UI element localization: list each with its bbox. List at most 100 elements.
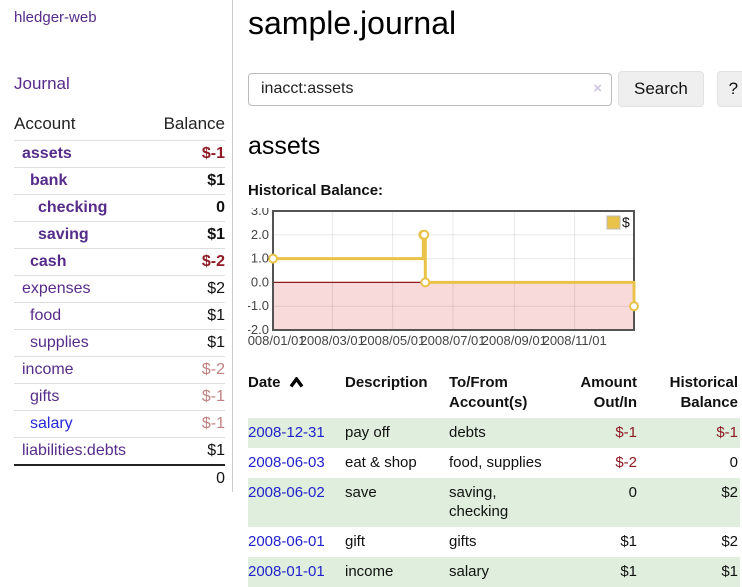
chart-x-tick-label: 2008/07/01 <box>420 333 485 348</box>
account-link-expenses[interactable]: expenses <box>22 280 91 297</box>
transaction-balance: $-1 <box>716 424 738 441</box>
chart-y-tick-label: 3.0 <box>251 208 269 218</box>
account-row: expenses $2 <box>14 275 225 303</box>
account-balance: $1 <box>150 302 225 330</box>
account-link-checking[interactable]: checking <box>38 199 108 216</box>
chart-y-tick-label: 1.0 <box>251 251 269 266</box>
register-table: Date Description To/From Account(s) Amou… <box>248 371 740 587</box>
help-button[interactable]: ? <box>716 71 742 107</box>
transaction-accounts: salary <box>449 563 490 580</box>
chart-data-point <box>419 229 430 240</box>
account-balance: $-1 <box>150 383 225 411</box>
chart-x-tick-label: 2008/05/01 <box>360 333 425 348</box>
transaction-amount: $1 <box>620 563 637 580</box>
account-row: assets $-1 <box>14 140 225 168</box>
balance-chart: 3.0 2.0 1.0 0.0 -1.0 -2.02008/01/012008/03/01… <box>240 203 642 350</box>
amount-column-header: Amount Out/In <box>580 374 637 411</box>
account-row: food $1 <box>14 302 225 330</box>
transaction-date-link[interactable]: 2008-01-01 <box>248 563 325 580</box>
transaction-amount: $-2 <box>615 454 637 471</box>
account-balance: $1 <box>150 221 225 249</box>
transaction-date-link[interactable]: 2008-06-02 <box>248 484 325 501</box>
account-column-header: Account <box>14 114 76 133</box>
account-row: cash $-2 <box>14 248 225 276</box>
account-link-liabilities-debts[interactable]: liabilities:debts <box>22 442 127 459</box>
accounts-total-row: 0 <box>14 464 225 492</box>
chart-heading: Historical Balance: <box>248 182 384 199</box>
chart-negative-region <box>273 282 634 330</box>
accounts-column-header: To/From Account(s) <box>449 374 528 411</box>
date-column-header[interactable]: Date <box>248 371 345 418</box>
account-link-food[interactable]: food <box>30 307 62 324</box>
search-input[interactable] <box>248 72 612 106</box>
account-balance: $2 <box>150 275 225 303</box>
register-row: 2008-06-01 gift gifts $1 $2 <box>248 527 740 557</box>
transaction-date-link[interactable]: 2008-06-03 <box>248 454 325 471</box>
balance-column-header: Balance <box>163 114 225 133</box>
account-link-gifts[interactable]: gifts <box>30 388 60 405</box>
register-row: 2008-06-02 save saving, checking 0 $2 <box>248 478 740 527</box>
chart-legend-swatch <box>606 215 621 230</box>
account-link-salary[interactable]: salary <box>30 415 73 432</box>
transaction-description: eat & shop <box>345 454 417 471</box>
page-title: sample.journal <box>248 5 457 41</box>
transaction-description: save <box>345 484 377 501</box>
chart-data-point <box>629 301 639 312</box>
search-form: × Search ? <box>248 71 742 107</box>
account-balance: $1 <box>150 437 225 465</box>
transaction-date-link[interactable]: 2008-06-01 <box>248 533 325 550</box>
sidebar: hledger-web Journal Account Balance asse… <box>0 0 233 492</box>
transaction-balance: 0 <box>729 454 738 471</box>
account-balance: $-1 <box>150 410 225 438</box>
balance-column-header-register: Historical Balance <box>669 374 738 411</box>
transaction-description: income <box>345 563 394 580</box>
account-link-assets[interactable]: assets <box>22 145 72 162</box>
account-row: supplies $1 <box>14 329 225 357</box>
transaction-amount: 0 <box>628 484 637 501</box>
account-row: saving $1 <box>14 221 225 249</box>
account-link-supplies[interactable]: supplies <box>30 334 89 351</box>
account-heading: assets <box>248 132 321 160</box>
chart-x-tick-label: 2008/03/01 <box>300 333 365 348</box>
chart-data-point <box>268 253 278 264</box>
sidebar-item-journal[interactable]: Journal <box>14 74 70 93</box>
app-title-link[interactable]: hledger-web <box>14 9 97 26</box>
account-balance: $1 <box>150 167 225 195</box>
chart-data-point <box>420 277 431 288</box>
account-row: liabilities:debts $1 <box>14 437 225 465</box>
chart-y-tick-label: 0.0 <box>251 274 269 289</box>
accounts-balance-table: Account Balance assets $-1 bank $1 checking 0… <box>14 111 225 492</box>
account-link-cash[interactable]: cash <box>30 253 67 270</box>
account-row: bank $1 <box>14 167 225 195</box>
transaction-description: pay off <box>345 424 390 441</box>
accounts-total-value: 0 <box>150 464 225 492</box>
search-button[interactable]: Search <box>618 71 704 107</box>
description-column-header: Description <box>345 374 428 391</box>
account-row: salary $-1 <box>14 410 225 438</box>
account-link-saving[interactable]: saving <box>38 226 89 243</box>
main-content: sample.journal × Search ? assets Histori… <box>233 0 742 587</box>
chart-border <box>272 210 635 331</box>
register-header-row: Date Description To/From Account(s) Amou… <box>248 371 740 418</box>
transaction-balance: $1 <box>721 563 738 580</box>
accounts-table-header-row: Account Balance <box>14 111 225 141</box>
transaction-accounts: saving, checking <box>449 484 509 520</box>
transaction-balance: $2 <box>721 484 738 501</box>
chart-y-tick-label: -1.0 <box>248 298 269 313</box>
date-column-label: Date <box>248 374 281 391</box>
search-box: × <box>248 72 612 106</box>
sort-ascending-icon <box>289 375 304 392</box>
clear-search-icon[interactable]: × <box>593 79 602 97</box>
account-balance: $-2 <box>150 248 225 276</box>
transaction-accounts: gifts <box>449 533 477 550</box>
transaction-date-link[interactable]: 2008-12-31 <box>248 424 325 441</box>
chart-y-tick-label: 2.0 <box>251 227 269 242</box>
account-link-bank[interactable]: bank <box>30 172 68 189</box>
chart-x-tick-label: 2008/11/01 <box>543 333 607 348</box>
register-row: 2008-01-01 income salary $1 $1 <box>248 557 740 587</box>
account-link-income[interactable]: income <box>22 361 74 378</box>
account-balance: $1 <box>150 329 225 357</box>
account-balance: 0 <box>150 194 225 222</box>
account-balance: $-2 <box>150 356 225 384</box>
